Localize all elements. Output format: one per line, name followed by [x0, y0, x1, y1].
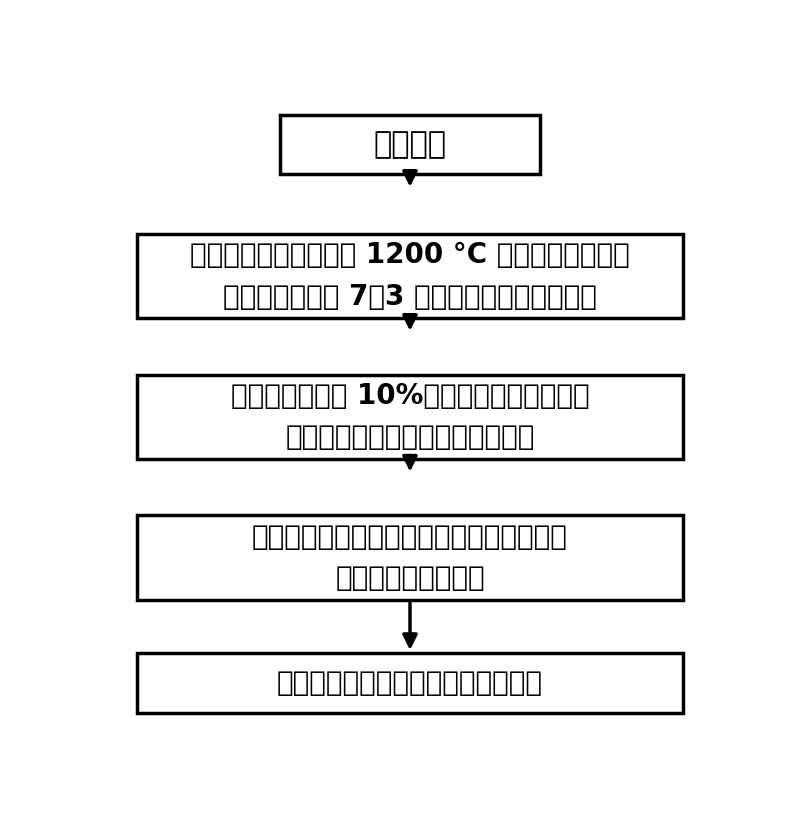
FancyBboxPatch shape — [138, 653, 682, 713]
Text: 试样表面干燥后，完成高温散斑制作: 试样表面干燥后，完成高温散斑制作 — [277, 669, 543, 697]
Text: 试件准备: 试件准备 — [374, 130, 446, 159]
Text: 将适用高温环境不低于 1200 °C 的高温无机胶的液
体组分用酒精按 7：3 体积比例稀释并搅拌均匀: 将适用高温环境不低于 1200 °C 的高温无机胶的液 体组分用酒精按 7：3 … — [190, 241, 630, 311]
FancyBboxPatch shape — [138, 233, 682, 318]
Text: 将搅拌均匀后的溶液随机点涂或喷溅在经清
洗干燥后的试件表面: 将搅拌均匀后的溶液随机点涂或喷溅在经清 洗干燥后的试件表面 — [252, 523, 568, 593]
FancyBboxPatch shape — [138, 515, 682, 600]
FancyBboxPatch shape — [280, 115, 540, 174]
FancyBboxPatch shape — [138, 375, 682, 459]
Text: 将氧化钴粉末按 10%的重量比加入稀释后的
高温无机胶液体组分中并搅拌均匀: 将氧化钴粉末按 10%的重量比加入稀释后的 高温无机胶液体组分中并搅拌均匀 — [230, 382, 590, 451]
